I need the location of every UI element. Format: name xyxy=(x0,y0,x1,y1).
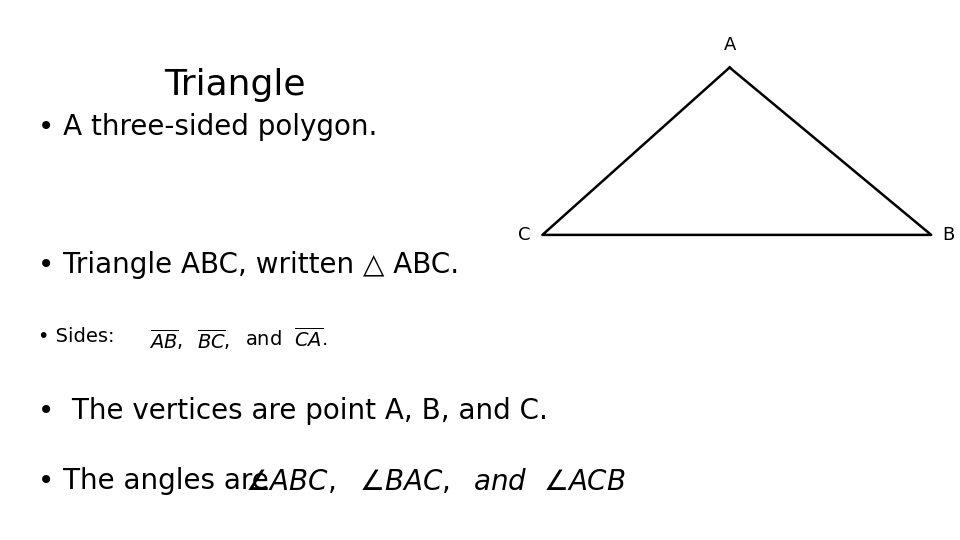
Text: • A three-sided polygon.: • A three-sided polygon. xyxy=(38,113,378,141)
Text: •  The vertices are point A, B, and C.: • The vertices are point A, B, and C. xyxy=(38,397,548,425)
Text: Triangle: Triangle xyxy=(164,68,306,102)
Text: and  $\overline{CA}.$: and $\overline{CA}.$ xyxy=(245,327,327,350)
Text: $\overline{BC},$: $\overline{BC},$ xyxy=(197,327,230,352)
Text: $\angle ABC,$  $\angle BAC,$  $\mathit{and}$  $\angle ACB$: $\angle ABC,$ $\angle BAC,$ $\mathit{and… xyxy=(245,467,626,496)
Text: C: C xyxy=(518,226,531,244)
Text: • The angles are: • The angles are xyxy=(38,467,278,495)
Text: B: B xyxy=(943,226,955,244)
Text: • Triangle ABC, written △ ABC.: • Triangle ABC, written △ ABC. xyxy=(38,251,460,279)
Text: A: A xyxy=(724,36,735,54)
Text: $\overline{AB},$: $\overline{AB},$ xyxy=(149,327,182,352)
Text: • Sides:: • Sides: xyxy=(38,327,121,346)
